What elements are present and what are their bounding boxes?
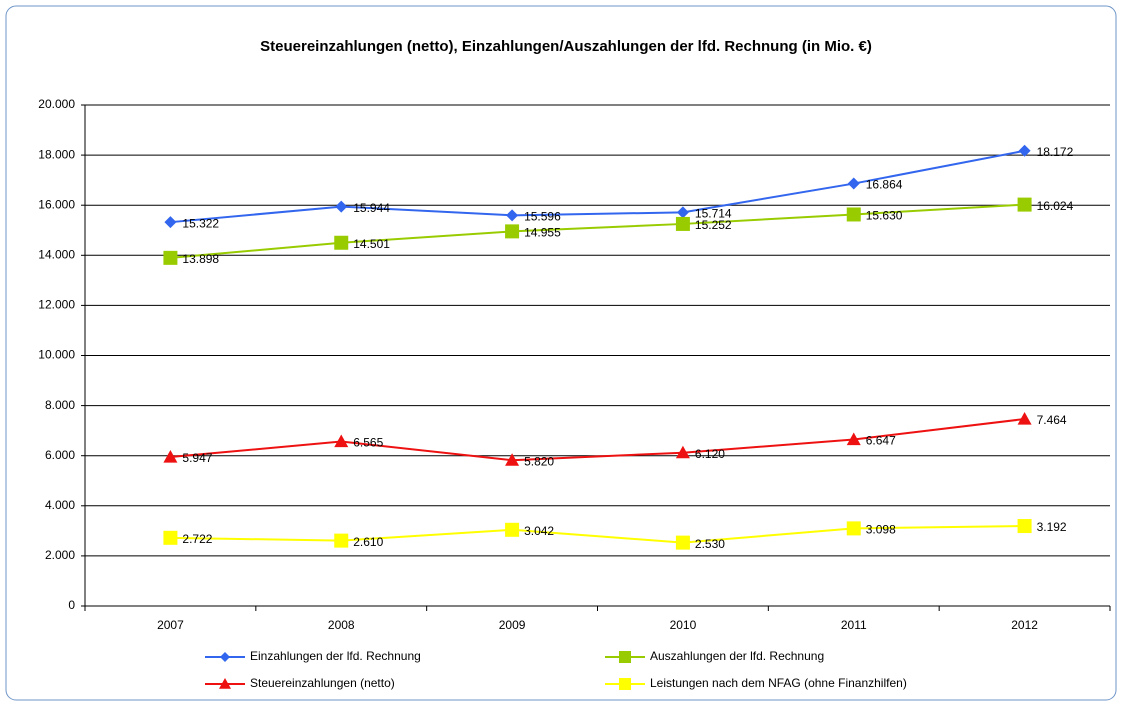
data-label: 14.955	[524, 226, 561, 240]
marker	[846, 521, 861, 536]
marker	[164, 216, 177, 229]
y-tick-label: 6.000	[45, 448, 75, 462]
series-line	[170, 418, 1025, 462]
marker	[506, 209, 519, 222]
series-line	[170, 149, 1025, 224]
marker	[675, 216, 690, 231]
data-label: 3.042	[524, 524, 554, 538]
marker	[220, 652, 230, 662]
marker	[335, 200, 348, 213]
series-line	[170, 525, 1025, 544]
y-tick-label: 18.000	[38, 147, 75, 161]
data-label: 3.098	[866, 523, 896, 537]
x-tick-label: 2008	[328, 618, 355, 632]
data-label: 2.722	[182, 532, 212, 546]
series-line	[170, 203, 1025, 259]
y-tick-label: 20.000	[38, 97, 75, 111]
data-label: 5.820	[524, 454, 554, 468]
data-label: 16.024	[1037, 199, 1074, 213]
y-tick-label: 12.000	[38, 298, 75, 312]
marker	[505, 522, 520, 537]
data-label: 6.120	[695, 447, 725, 461]
data-label: 7.464	[1037, 413, 1067, 427]
marker	[847, 177, 860, 190]
data-label: 2.610	[353, 535, 383, 549]
marker	[334, 235, 349, 250]
chart-frame	[5, 5, 1117, 701]
x-tick-label: 2011	[841, 618, 867, 632]
marker	[505, 453, 520, 466]
marker	[675, 535, 690, 550]
data-label: 15.252	[695, 218, 732, 232]
data-label: 18.172	[1037, 145, 1074, 159]
marker	[219, 678, 231, 689]
y-tick-label: 2.000	[45, 548, 75, 562]
data-label: 15.322	[182, 216, 219, 230]
marker	[846, 207, 861, 222]
y-tick-label: 4.000	[45, 498, 75, 512]
marker	[1018, 144, 1031, 157]
data-label: 13.898	[182, 252, 219, 266]
data-label: 6.647	[866, 434, 896, 448]
data-label: 5.947	[182, 451, 212, 465]
data-label: 2.530	[695, 537, 725, 551]
marker	[675, 445, 690, 459]
marker	[619, 678, 631, 690]
marker	[334, 533, 349, 548]
legend-label: Einzahlungen der lfd. Rechnung	[250, 649, 421, 663]
marker	[505, 224, 520, 239]
marker	[163, 250, 178, 265]
marker	[163, 530, 178, 545]
x-tick-label: 2009	[499, 618, 526, 632]
data-label: 15.944	[353, 201, 390, 215]
data-label: 6.565	[353, 436, 383, 450]
marker	[619, 651, 631, 663]
x-tick-label: 2010	[670, 618, 697, 632]
marker	[1017, 197, 1032, 212]
y-tick-label: 16.000	[38, 197, 75, 211]
data-label: 3.192	[1037, 520, 1067, 534]
legend-label: Auszahlungen der lfd. Rechnung	[650, 649, 824, 663]
data-label: 15.714	[695, 207, 732, 221]
y-tick-label: 8.000	[45, 398, 75, 412]
marker	[676, 206, 689, 219]
y-tick-label: 0	[68, 598, 75, 612]
data-label: 15.630	[866, 209, 903, 223]
legend-label: Leistungen nach dem NFAG (ohne Finanzhil…	[650, 676, 907, 690]
chart-title: Steuereinzahlungen (netto), Einzahlungen…	[260, 38, 872, 55]
data-label: 15.596	[524, 209, 561, 223]
y-tick-label: 14.000	[38, 247, 75, 261]
x-tick-label: 2007	[157, 618, 184, 632]
y-tick-label: 10.000	[38, 348, 75, 362]
marker	[1017, 412, 1032, 425]
marker	[1017, 519, 1032, 534]
marker	[334, 434, 349, 448]
marker	[163, 450, 178, 463]
data-label: 16.864	[866, 178, 903, 192]
data-label: 14.501	[353, 237, 390, 251]
legend-label: Steuereinzahlungen (netto)	[250, 676, 395, 690]
x-tick-label: 2012	[1011, 618, 1038, 632]
marker	[846, 432, 861, 446]
